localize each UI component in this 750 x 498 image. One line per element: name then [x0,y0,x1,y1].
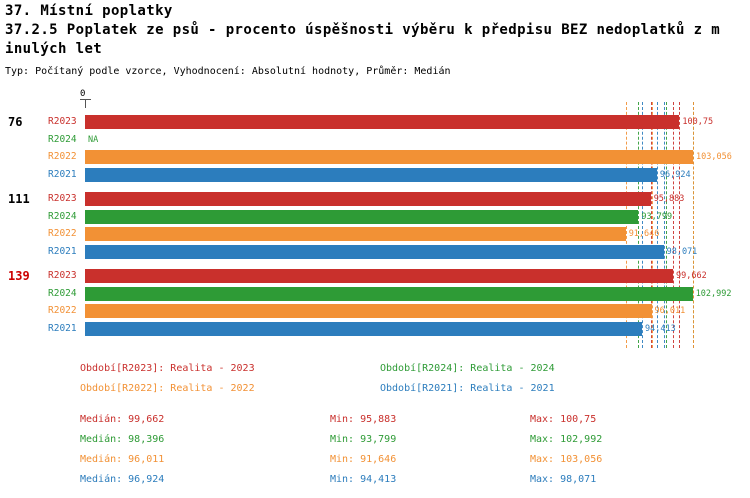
chart-subtitle-line2: inulých let [5,41,103,57]
series-row-label: R2021 [48,322,77,334]
series-row-label: R2024 [48,287,77,299]
bar-value-label: 93,799 [641,211,673,222]
bar-row-111-r2023: 111 R2023 95,883 [0,191,750,208]
bar-value-label: 102,992 [695,288,732,299]
group-label: 111 [8,192,30,206]
page-title: 37. Místní poplatky [5,3,173,19]
bar-value-label: 103,056 [696,152,732,163]
stat-max-r2023: Max: 100,75 [530,414,597,425]
legend-item-r2022: Období[R2022]: Realita - 2022 [80,383,255,394]
chart-meta: Typ: Počítaný podle vzorce, Vyhodnocení:… [5,66,451,77]
series-row-label: R2021 [48,168,77,180]
bar-r2024 [85,286,693,301]
series-row-label: R2023 [48,270,77,281]
bar-r2022 [85,304,652,319]
bar-row-139-r2024: R2024 102,992 [0,286,750,303]
plot-area: 76 R2023 100,75 R2024 NA R2022 103,056 R2021 96,… [0,100,750,352]
bar-row-111-r2021: R2021 98,071 [0,244,750,261]
bar-value-label: 91,646 [628,229,660,240]
series-row-label: R2024 [48,210,77,222]
series-row-label: R2021 [48,245,77,257]
guide-max-line-r2023 [679,102,681,348]
axis-origin-label: 0 [80,89,86,99]
bar-row-139-r2021: R2021 94,413 [0,321,750,338]
series-row-label: R2022 [48,151,77,163]
series-row-label: R2022 [48,305,77,317]
bar-row-76-r2022: R2022 103,056 [0,149,750,166]
stat-min-r2024: Min: 93,799 [330,434,397,445]
stat-max-r2021: Max: 98,071 [530,474,597,485]
legend-item-r2024: Období[R2024]: Realita - 2024 [380,363,555,374]
stat-min-r2023: Min: 95,883 [330,414,397,425]
stat-min-r2022: Min: 91,646 [330,454,397,465]
bar-value-label: 96,011 [654,306,686,317]
guide-min-line-r2024 [638,102,640,348]
series-row-label: R2022 [48,228,77,240]
stat-median-r2022: Medián: 96,011 [80,454,165,465]
legend: Období[R2023]: Realita - 2023 Období[R202… [0,363,750,405]
stat-min-r2021: Min: 94,413 [330,474,397,485]
bar-r2021 [85,321,642,336]
group-label: 76 [8,115,23,129]
guide-median-line-r2021 [656,102,658,348]
stat-median-r2023: Medián: 99,662 [80,414,165,425]
guide-median-line-r2024 [665,102,667,348]
bar-r2022 [85,150,693,165]
guide-max-line-r2022 [693,102,694,348]
group-label: 139 [8,269,30,283]
bar-value-label: 99,662 [676,271,707,281]
legend-item-r2021: Období[R2021]: Realita - 2021 [380,383,555,394]
bar-r2021 [85,244,664,259]
guide-max-line-r2021 [663,102,665,348]
guide-min-line-r2023 [650,102,652,348]
bar-r2023 [85,115,680,129]
bar-r2021 [85,167,657,182]
bar-row-76-r2021: R2021 96,924 [0,167,750,184]
bar-value-label: 96,924 [659,169,691,180]
bar-r2022 [85,227,626,242]
bar-value-label: 94,413 [645,323,676,334]
bar-row-111-r2024: R2024 93,799 [0,209,750,226]
stat-median-r2024: Medián: 98,396 [80,434,165,445]
series-row-label: R2023 [48,116,77,127]
guide-median-line-r2022 [651,102,653,348]
bar-value-label: 95,883 [653,194,685,204]
bar-value-label: 100,75 [682,117,714,127]
stats-block: Medián: 99,662 Min: 95,883 Max: 100,75 Medi… [80,414,745,498]
bar-value-label: NA [88,134,99,145]
bar-r2024 [85,209,639,224]
stat-max-r2024: Max: 102,992 [530,434,603,445]
legend-item-r2023: Období[R2023]: Realita - 2023 [80,363,255,374]
guide-median-line-r2023 [673,102,674,348]
stat-max-r2022: Max: 103,056 [530,454,603,465]
guide-min-line-r2021 [642,102,643,348]
bar-value-label: 98,071 [666,246,698,257]
stat-median-r2021: Medián: 96,924 [80,474,165,485]
bar-row-139-r2023: 139 R2023 99,662 [0,268,750,285]
bar-r2023 [85,269,673,283]
bar-row-111-r2022: R2022 91,646 [0,226,750,243]
series-row-label: R2023 [48,193,77,204]
chart-subtitle-line1: 37.2.5 Poplatek ze psů - procento úspěšn… [5,22,721,38]
guide-min-line-r2022 [625,102,627,348]
bar-row-76-r2024: R2024 NA [0,132,750,149]
bar-row-139-r2022: R2022 96,011 [0,303,750,320]
axis-tick-mark [85,99,86,108]
series-row-label: R2024 [48,133,77,145]
bar-r2023 [85,192,651,206]
bar-row-76-r2023: 76 R2023 100,75 [0,114,750,131]
